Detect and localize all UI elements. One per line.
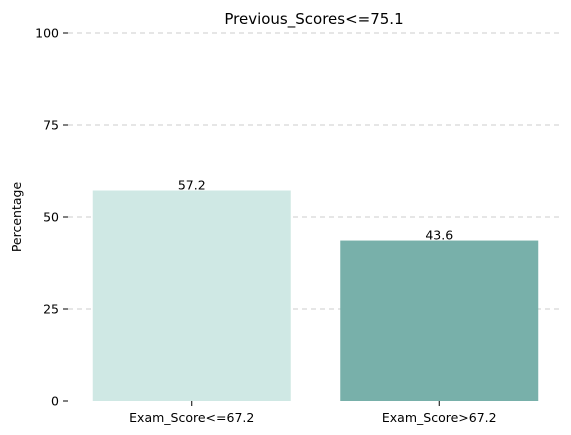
bar [92,190,291,401]
x-tick-label: Exam_Score>67.2 [382,410,497,425]
x-tick-label: Exam_Score<=67.2 [129,410,254,425]
bar-value-label: 57.2 [178,178,206,193]
bars [92,190,539,401]
y-tick-label: 100 [35,26,59,41]
y-axis: 0 25 50 75 100 [35,26,68,409]
x-axis: Exam_Score<=67.2 Exam_Score>67.2 [129,401,497,425]
y-tick-label: 25 [43,302,59,317]
y-tick-label: 75 [43,118,59,133]
bar-value-label: 43.6 [425,228,453,243]
y-tick-label: 0 [51,394,59,409]
y-axis-label: Percentage [9,182,24,253]
y-tick-label: 50 [43,210,59,225]
bar-value-labels: 57.2 43.6 [178,178,453,243]
chart-title: Previous_Scores<=75.1 [224,10,403,29]
bar [340,240,539,401]
